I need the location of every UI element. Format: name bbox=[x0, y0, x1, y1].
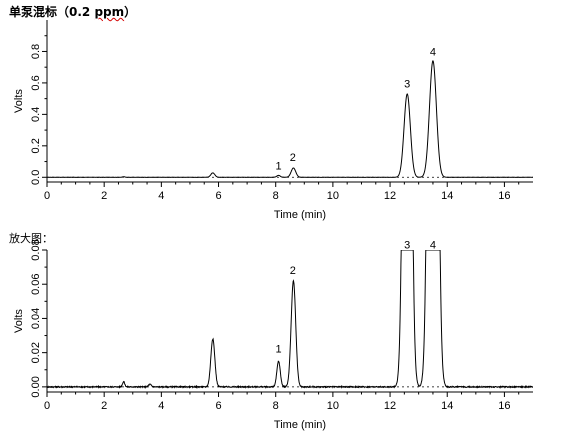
top-chart-y-tick-label: 0.8 bbox=[30, 44, 42, 59]
top-chart-x-tick-label: 10 bbox=[327, 190, 339, 202]
top-chart-x-tick-label: 6 bbox=[215, 190, 221, 202]
bottom-chart-y-tick-label: 0.00 bbox=[30, 376, 42, 397]
top-chart-x-tick-label: 8 bbox=[273, 190, 279, 202]
top-chart-x-tick-label: 0 bbox=[44, 190, 50, 202]
bottom-chart-peak-label: 3 bbox=[404, 239, 410, 251]
top-chart-peak-label: 1 bbox=[276, 160, 282, 172]
bottom-chart-y-tick-label: 0.08 bbox=[30, 239, 42, 260]
bottom-chart-x-tick-label: 10 bbox=[327, 400, 339, 412]
top-chart-trace-line bbox=[47, 60, 533, 178]
top-chart-y-axis-label: Volts bbox=[13, 89, 25, 113]
bottom-chart-x-tick-label: 16 bbox=[498, 400, 510, 412]
top-chart-y-tick-label: 0.6 bbox=[30, 75, 42, 90]
top-chart-y-tick-label: 0.2 bbox=[30, 138, 42, 153]
top-heading-close: ） bbox=[124, 5, 137, 19]
bottom-chart-x-tick-label: 12 bbox=[384, 400, 396, 412]
bottom-chart-y-tick-label: 0.04 bbox=[30, 308, 42, 329]
bottom-chart-x-tick-label: 2 bbox=[101, 400, 107, 412]
top-chart-peak-label: 3 bbox=[404, 79, 410, 91]
bottom-chart-peak-label: 2 bbox=[290, 265, 296, 277]
top-chart-x-tick-label: 16 bbox=[498, 190, 510, 202]
bottom-chart-y-tick-label: 0.02 bbox=[30, 342, 42, 363]
bottom-chart-x-tick-label: 0 bbox=[44, 400, 50, 412]
bottom-chart-x-tick-label: 14 bbox=[441, 400, 453, 412]
top-chart-x-tick-label: 4 bbox=[158, 190, 164, 202]
bottom-chart-peak-label: 4 bbox=[430, 239, 436, 251]
top-chart-heading: 单泵混标（0.2 ppm） bbox=[9, 3, 136, 20]
top-chart-x-tick-label: 2 bbox=[101, 190, 107, 202]
bottom-chart-trace-line bbox=[47, 250, 533, 389]
top-chart-peak-label: 2 bbox=[290, 152, 296, 164]
top-chart-x-axis-label: Time (min) bbox=[274, 209, 326, 221]
top-chart-x-tick-label: 12 bbox=[384, 190, 396, 202]
top-heading-main: 单泵混标（0.2 bbox=[9, 5, 95, 19]
top-chart-x-tick-label: 14 bbox=[441, 190, 453, 202]
bottom-chart-x-tick-label: 6 bbox=[215, 400, 221, 412]
top-heading-unit: ppm bbox=[94, 5, 125, 19]
top-chart-y-tick-label: 0.0 bbox=[30, 170, 42, 185]
top-chart-peak-label: 4 bbox=[430, 46, 436, 58]
bottom-chart-heading: 放大图： bbox=[9, 232, 53, 245]
bottom-chart-x-tick-label: 8 bbox=[273, 400, 279, 412]
bottom-chart-y-axis-label: Volts bbox=[13, 309, 25, 333]
top-chart-y-tick-label: 0.4 bbox=[30, 107, 42, 122]
bottom-chart-y-tick-label: 0.06 bbox=[30, 274, 42, 295]
bottom-chart-peak-label: 1 bbox=[276, 344, 282, 356]
bottom-chart-x-axis-label: Time (min) bbox=[274, 419, 326, 431]
bottom-chart-x-tick-label: 4 bbox=[158, 400, 164, 412]
